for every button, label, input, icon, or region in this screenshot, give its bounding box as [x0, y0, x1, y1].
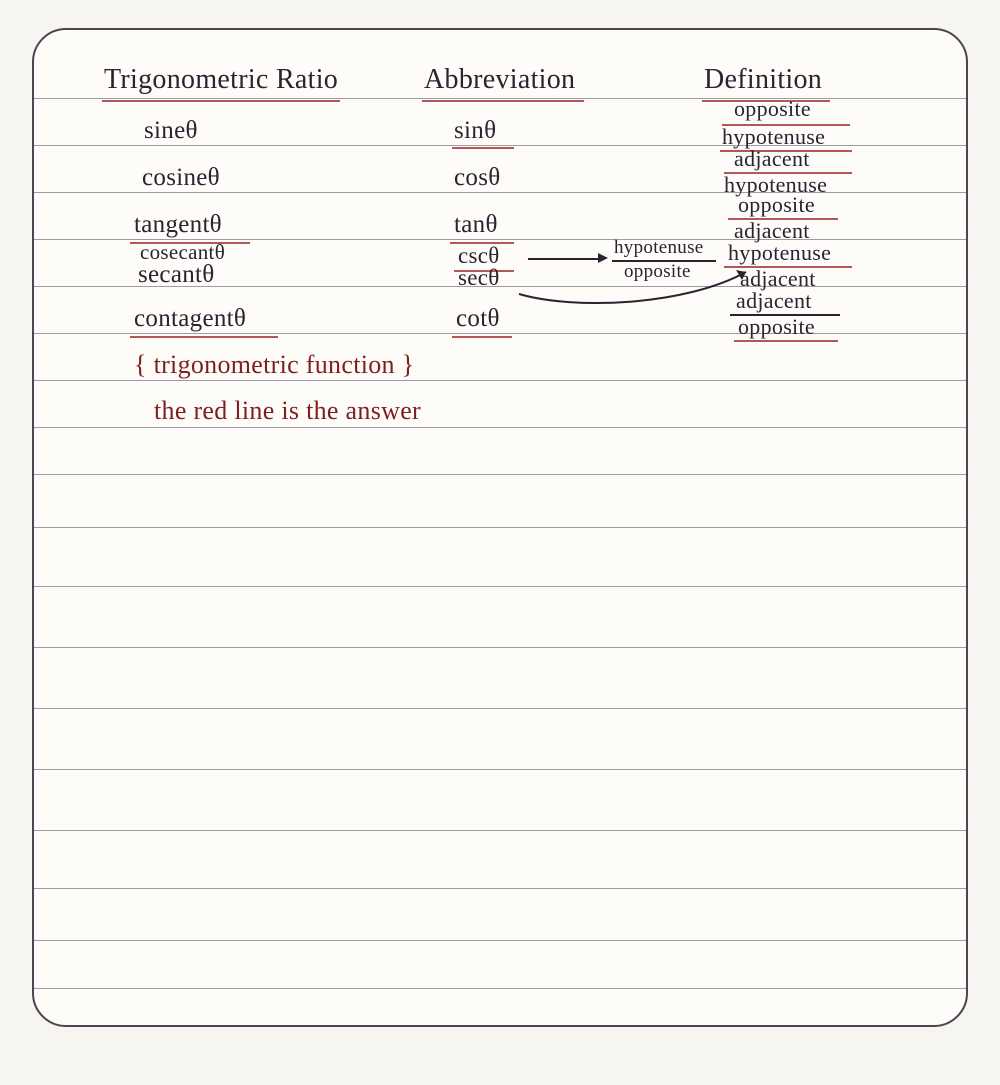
arrow-csc-line	[528, 258, 598, 260]
def-cot-den: opposite	[738, 316, 815, 338]
underline-header-ratio	[102, 100, 340, 102]
arrow-sec-curve	[514, 266, 774, 316]
ratio-secant: secantθ	[138, 262, 215, 287]
def-sin-den: hypotenuse	[722, 126, 825, 148]
handwriting-layer: Trigonometric Ratio Abbreviation Definit…	[34, 30, 966, 1025]
underline-cot	[452, 336, 512, 338]
abbr-cot: cotθ	[456, 306, 500, 331]
ratio-cosecant: cosecantθ	[140, 242, 225, 263]
ratio-cosine: cosineθ	[142, 165, 220, 190]
ratio-sine: sineθ	[144, 118, 198, 143]
underline-sin	[452, 147, 514, 149]
abbr-sec: secθ	[458, 266, 500, 289]
abbr-cos: cosθ	[454, 165, 501, 190]
def-csc-num: hypotenuse	[614, 238, 704, 257]
underline-def-cot	[734, 340, 838, 342]
underline-cotangent	[130, 336, 278, 338]
col-header-def: Definition	[704, 66, 822, 94]
def-right-4-num: hypotenuse	[728, 242, 831, 264]
note-brace: { trigonometric function }	[134, 352, 414, 378]
def-cos-num: adjacent	[734, 148, 810, 170]
def-tan-num: opposite	[738, 194, 815, 216]
lined-paper: Trigonometric Ratio Abbreviation Definit…	[32, 28, 968, 1027]
ratio-cotangent: contagentθ	[134, 306, 246, 331]
note-legend: the red line is the answer	[154, 398, 421, 424]
def-tan-den: adjacent	[734, 220, 810, 242]
underline-header-abbrev	[422, 100, 584, 102]
ratio-tangent: tangentθ	[134, 212, 222, 237]
abbr-tan: tanθ	[454, 212, 498, 237]
def-cot-num: adjacent	[736, 290, 812, 312]
abbr-csc: cscθ	[458, 244, 500, 267]
col-header-abbrev: Abbreviation	[424, 66, 575, 94]
def-sin-num: opposite	[734, 98, 811, 120]
arrow-csc-head	[598, 253, 608, 263]
col-header-ratio: Trigonometric Ratio	[104, 66, 338, 94]
abbr-sin: sinθ	[454, 118, 496, 143]
